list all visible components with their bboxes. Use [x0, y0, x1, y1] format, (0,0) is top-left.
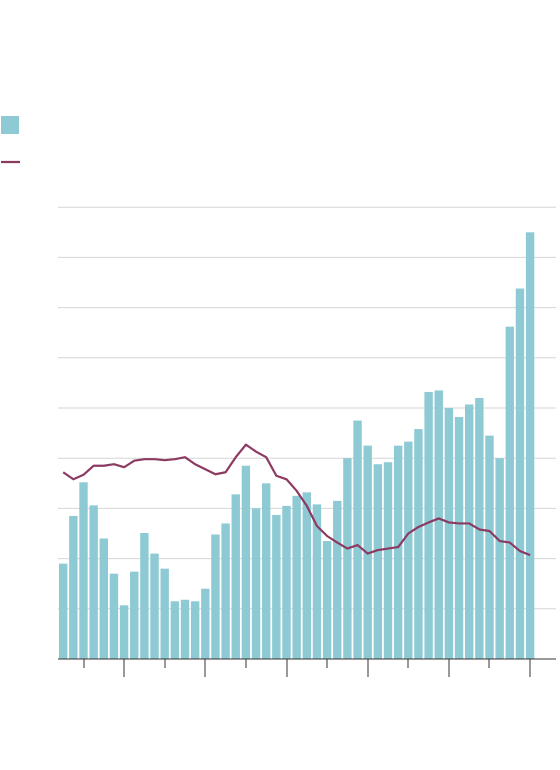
bar	[262, 483, 271, 659]
bar-series	[59, 232, 535, 660]
legend-bar-swatch	[1, 116, 19, 134]
bar	[434, 390, 443, 659]
bar	[414, 429, 423, 659]
bar	[130, 571, 139, 659]
bar	[170, 601, 180, 659]
bar	[211, 534, 220, 659]
bar	[201, 588, 210, 659]
bar	[495, 458, 504, 659]
bar	[302, 492, 311, 659]
bar	[79, 482, 88, 659]
bar	[292, 495, 301, 659]
bar	[231, 494, 240, 659]
bar	[272, 514, 281, 659]
bar	[150, 553, 159, 659]
bar	[485, 435, 494, 659]
bar	[99, 538, 108, 659]
bar	[333, 500, 342, 659]
bar	[353, 420, 362, 659]
bar	[160, 568, 169, 659]
bar	[59, 563, 68, 659]
bar	[241, 465, 251, 659]
bar	[251, 508, 261, 659]
bar	[312, 504, 322, 659]
legend	[1, 116, 20, 164]
x-axis	[58, 658, 556, 677]
line-series	[62, 443, 531, 557]
bar	[119, 605, 129, 659]
bar	[282, 505, 291, 659]
bar	[373, 464, 383, 659]
bar	[444, 408, 454, 659]
bar	[343, 458, 352, 659]
bar	[89, 505, 98, 659]
bar	[465, 404, 474, 659]
bar	[180, 599, 190, 659]
bar	[190, 601, 200, 659]
bar	[383, 462, 393, 659]
bar	[393, 445, 403, 659]
bar	[140, 533, 149, 659]
bar	[525, 232, 535, 660]
bar	[404, 441, 413, 659]
bar	[424, 391, 433, 659]
bar	[454, 417, 464, 659]
bar	[322, 541, 332, 659]
bar	[505, 326, 514, 659]
bar	[515, 288, 525, 659]
bar	[109, 573, 119, 659]
bar	[221, 523, 230, 659]
bar	[69, 515, 78, 659]
